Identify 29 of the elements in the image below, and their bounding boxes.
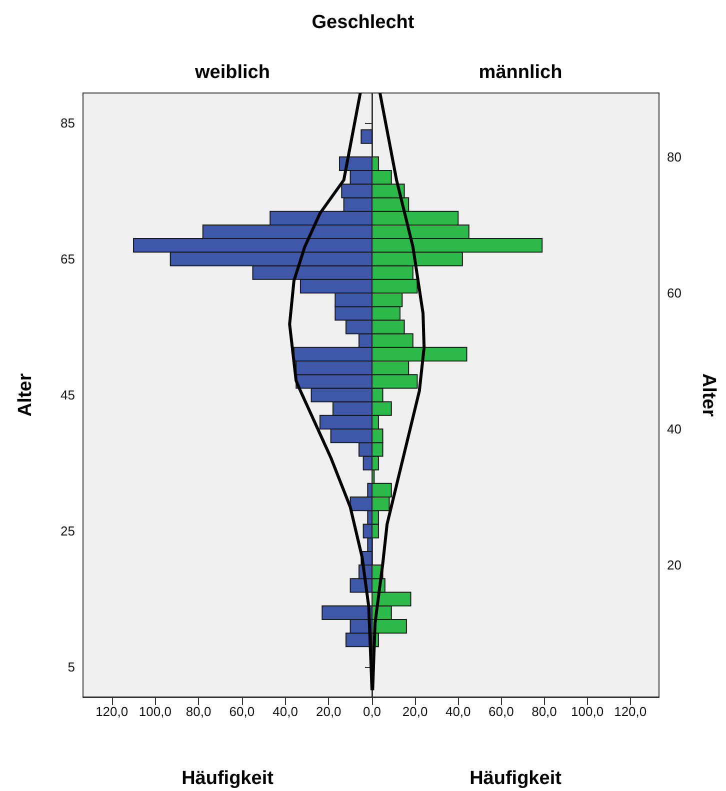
y-tick-label: 85 xyxy=(60,115,75,130)
y-tick-label: 40 xyxy=(667,422,682,437)
x-tick-label: 80,0 xyxy=(532,704,557,719)
x-tick-label: 120,0 xyxy=(96,704,128,719)
x-tick-label: 40,0 xyxy=(272,704,298,719)
y-tick-label: 45 xyxy=(60,388,75,402)
x-tick-label: 120,0 xyxy=(614,704,647,719)
chart-title: männlich xyxy=(478,62,562,83)
y-tick-label: 65 xyxy=(60,251,75,266)
y-tick-label: 25 xyxy=(60,524,75,539)
x-axis-title: Häufigkeit xyxy=(182,768,274,789)
x-tick-label: 100,0 xyxy=(571,704,604,719)
chart-title: weiblich xyxy=(194,62,270,83)
x-tick-label: 20,0 xyxy=(316,704,342,719)
y-axis-title: Alter xyxy=(15,372,36,417)
x-axis-title: Häufigkeit xyxy=(470,768,562,789)
y-axis-title: Alter xyxy=(698,373,719,418)
x-tick-label: 0,0 xyxy=(362,704,382,719)
y-tick-label: 80 xyxy=(667,149,682,164)
y-tick-label: 5 xyxy=(68,660,75,675)
y-tick-label: 20 xyxy=(667,558,682,573)
x-tick-label: 20,0 xyxy=(402,704,428,719)
y-tick-label: 60 xyxy=(667,285,682,300)
x-tick-label: 100,0 xyxy=(138,704,172,719)
x-tick-label: 80,0 xyxy=(186,704,212,719)
x-tick-label: 40,0 xyxy=(445,704,471,719)
x-tick-label: 60,0 xyxy=(488,704,514,719)
x-tick-label: 60,0 xyxy=(229,704,255,719)
text: Geschlecht xyxy=(310,12,416,34)
